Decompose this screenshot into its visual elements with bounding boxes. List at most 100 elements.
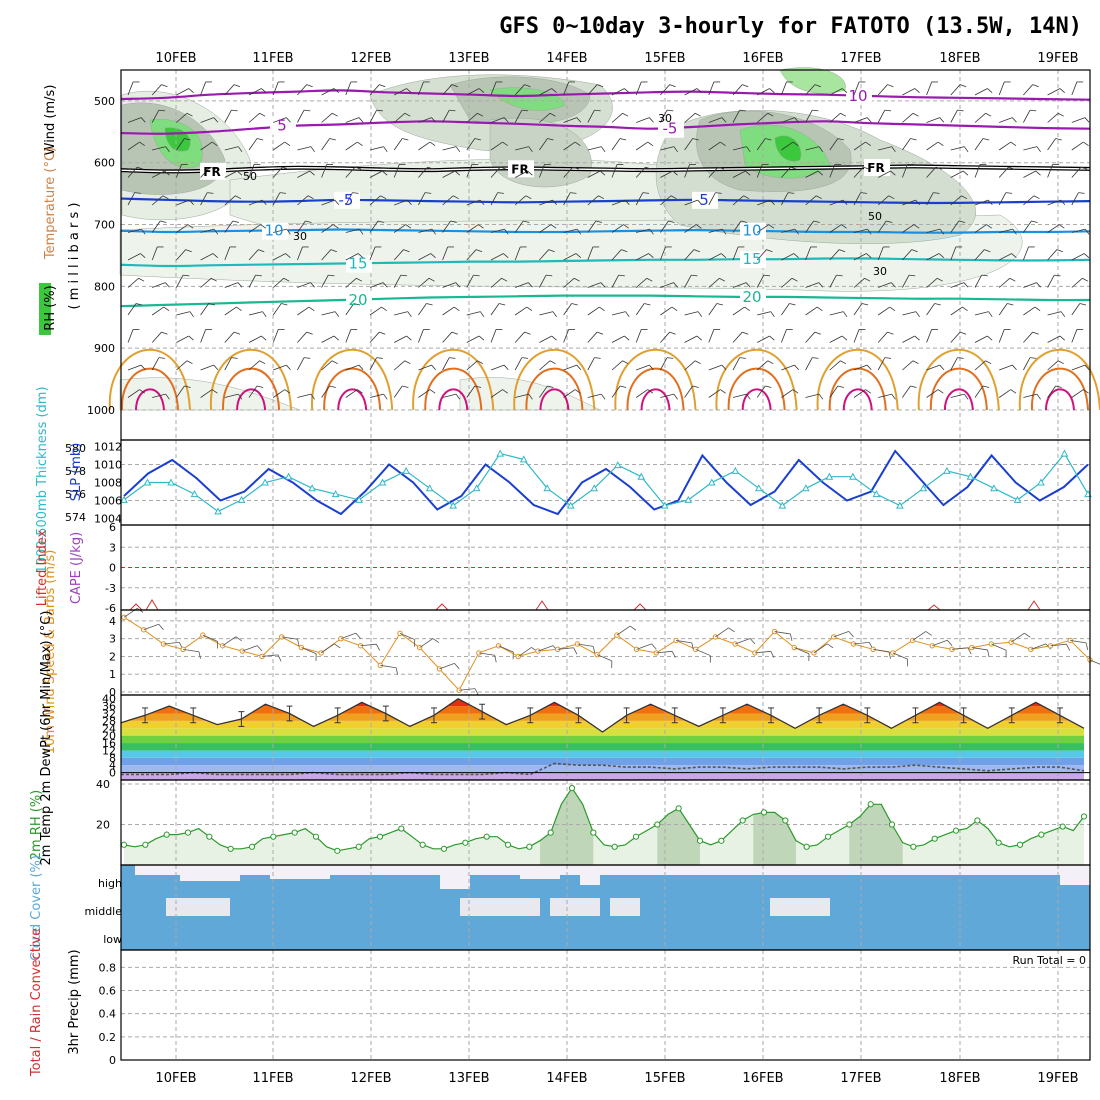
date-label-top: 12FEB bbox=[350, 51, 391, 66]
thickness-point bbox=[355, 495, 363, 503]
wind-barb bbox=[490, 329, 497, 343]
wind-barb-flag bbox=[742, 84, 749, 88]
wind-tick: 4 bbox=[109, 615, 116, 628]
wind-barb bbox=[829, 224, 842, 233]
thickness-point bbox=[167, 478, 175, 486]
thickness-point bbox=[872, 490, 881, 498]
wind-barb-flag bbox=[455, 393, 461, 400]
wind-barb bbox=[248, 112, 260, 123]
wind-barb-flag bbox=[261, 199, 267, 206]
wind-barb-flag bbox=[958, 220, 966, 223]
thickness-point bbox=[660, 501, 669, 509]
wind-barb-flag bbox=[550, 224, 557, 229]
wind-barb-flag bbox=[258, 249, 265, 253]
wind-barb-flag bbox=[1012, 364, 1017, 371]
thickness-point bbox=[1013, 495, 1022, 503]
wind-barb bbox=[418, 117, 432, 123]
wind-barb-flag bbox=[236, 170, 243, 176]
wind-barb-flag bbox=[526, 306, 533, 311]
rh2m-point bbox=[718, 837, 725, 844]
wind10m-barb bbox=[912, 631, 927, 641]
cloud-high-clear bbox=[135, 865, 1090, 875]
wind-barb-flag bbox=[303, 109, 311, 112]
wind-barb-flag bbox=[794, 117, 800, 123]
date-label-top: 13FEB bbox=[448, 51, 489, 66]
hot-contour-line bbox=[640, 388, 671, 411]
wind-barb bbox=[611, 199, 626, 206]
rh2m-point bbox=[867, 801, 874, 808]
wind-barb bbox=[587, 170, 601, 178]
thickness-point bbox=[284, 472, 293, 480]
cloud-high-clear bbox=[270, 865, 330, 879]
wind10m-label: 10m Wind Speed & Barbs (m/s) bbox=[43, 550, 58, 755]
hot-contour-line bbox=[236, 388, 267, 411]
wind-barb bbox=[1023, 220, 1032, 233]
thickness-point bbox=[896, 501, 904, 509]
wind-barb-flag bbox=[236, 306, 242, 311]
wind-barb-flag bbox=[837, 385, 845, 388]
wind-barb-flag bbox=[575, 253, 582, 258]
wind-barb bbox=[878, 393, 892, 398]
wind-barb bbox=[781, 364, 795, 371]
wind-barb-flag bbox=[648, 253, 654, 258]
wind-barb bbox=[660, 306, 673, 316]
wind10m-barb bbox=[892, 652, 908, 660]
wind-barb-flag bbox=[455, 282, 461, 288]
wind-barb-flag bbox=[642, 192, 650, 194]
wind-barb bbox=[732, 195, 744, 206]
wind-barb bbox=[297, 331, 308, 343]
wind-barb bbox=[563, 277, 575, 288]
temp-band bbox=[121, 735, 1084, 744]
contour-label: FR bbox=[203, 165, 220, 179]
rh-tick: 20 bbox=[96, 819, 110, 832]
wind-barb-flag bbox=[982, 385, 990, 388]
wind-barb-flag bbox=[866, 253, 872, 258]
slp-line bbox=[123, 449, 1089, 516]
wind-tick: 3 bbox=[109, 633, 116, 646]
run-total-label: Run Total = 0 bbox=[1013, 954, 1087, 967]
wind-barb bbox=[272, 389, 285, 398]
date-label-bottom: 19FEB bbox=[1037, 1071, 1078, 1086]
wind-barb bbox=[345, 166, 356, 178]
wind-barb-flag bbox=[595, 220, 603, 223]
rh2m-point bbox=[312, 833, 320, 840]
wind-barb-flag bbox=[429, 141, 436, 146]
wind-barb-flag bbox=[933, 192, 940, 194]
wind-barb bbox=[151, 109, 160, 123]
precip-left-label: Total / Rain Convective bbox=[29, 928, 44, 1077]
wind-barb bbox=[297, 357, 305, 371]
rh2m-point bbox=[739, 817, 746, 824]
wind-barb bbox=[999, 228, 1013, 233]
wind-barb-flag bbox=[165, 282, 170, 288]
wind-barb-flag bbox=[621, 249, 628, 253]
rh2m-point bbox=[419, 841, 426, 848]
wind-barb-flag bbox=[303, 357, 311, 359]
wind-barb-flag bbox=[770, 311, 775, 318]
wind10m-point bbox=[298, 644, 305, 651]
wind-barb-flag bbox=[696, 88, 703, 93]
wind-barb-flag bbox=[722, 228, 727, 235]
wind-barb-flag bbox=[189, 199, 195, 206]
thickness-point bbox=[449, 501, 458, 509]
wind-barb-flag bbox=[184, 138, 191, 141]
upper-pressure-label: ( m i l l i b a r s ) bbox=[67, 203, 82, 310]
wind10m-barb bbox=[222, 636, 237, 647]
wind-barb-flag bbox=[377, 220, 385, 223]
wind-barb bbox=[248, 249, 259, 261]
wind-barb bbox=[926, 117, 940, 123]
wind-barb bbox=[587, 84, 598, 96]
temp-band bbox=[121, 765, 1084, 773]
rh-shading bbox=[489, 87, 566, 111]
wind-barb bbox=[393, 274, 402, 288]
wind-barb bbox=[369, 393, 384, 398]
date-label-top: 17FEB bbox=[840, 51, 881, 66]
wind-barb bbox=[974, 224, 987, 233]
thickness-point bbox=[566, 501, 575, 509]
panel-frames bbox=[120, 69, 1091, 1061]
rh2m-point bbox=[782, 817, 789, 824]
wind-barb bbox=[756, 112, 768, 123]
wind-barb bbox=[999, 117, 1013, 123]
warm-contour-line bbox=[715, 349, 798, 411]
wind-tick: 0 bbox=[109, 686, 116, 699]
wind-barb bbox=[200, 253, 214, 261]
